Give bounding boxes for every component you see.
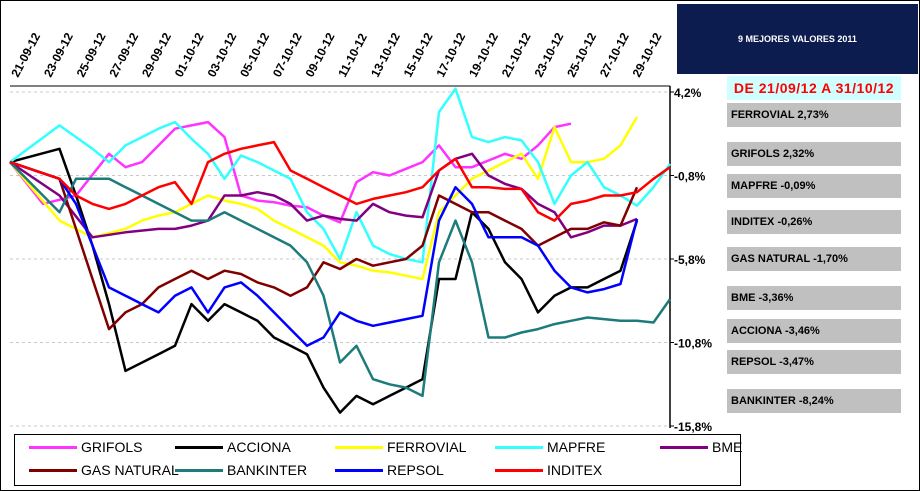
- legend-swatch: [660, 445, 708, 449]
- y-tick-label: -15,8%: [674, 420, 712, 434]
- stat-inditex: INDITEX -0,26%: [727, 210, 901, 234]
- x-tick-label: 11-10-12: [335, 31, 370, 80]
- legend-swatch: [175, 468, 223, 472]
- stat-repsol: REPSOL -3,47%: [727, 350, 901, 374]
- stat-bankinter: BANKINTER -8,24%: [727, 389, 901, 413]
- x-tick-label: 27-09-12: [106, 30, 141, 79]
- series-line-repsol: [9, 160, 639, 348]
- legend-swatch: [495, 468, 543, 472]
- series-line-ferrovial: [9, 116, 639, 281]
- legend-swatch: [29, 468, 77, 472]
- x-tick-label: 23-10-12: [531, 30, 566, 79]
- x-tick-label: 23-09-12: [41, 30, 76, 79]
- legend-label: GAS NATURAL: [81, 462, 179, 478]
- legend-swatch: [175, 445, 223, 449]
- x-tick-label: 03-10-12: [204, 30, 239, 79]
- x-tick-label: 21-10-12: [499, 30, 534, 79]
- x-tick-label: 01-10-12: [172, 30, 207, 79]
- legend-label: BANKINTER: [227, 462, 308, 478]
- legend-swatch: [335, 445, 383, 449]
- y-tick-label: -10,8%: [674, 337, 712, 351]
- legend-item-mapfre: MAPFRE: [495, 439, 605, 455]
- stat-ferrovial: FERROVIAL 2,73%: [727, 103, 901, 127]
- legend-label: MAPFRE: [547, 439, 606, 455]
- x-tick-label: 07-10-12: [270, 30, 305, 79]
- stat-grifols: GRIFOLS 2,32%: [727, 142, 901, 166]
- legend-item-gas-natural: GAS NATURAL: [29, 462, 179, 478]
- y-tick-label: -5,8%: [674, 253, 706, 267]
- series-line-mapfre: [9, 87, 672, 264]
- stat-gas-natural: GAS NATURAL -1,70%: [727, 247, 901, 271]
- series-line-bankinter: [9, 161, 672, 398]
- legend-item-ferrovial: FERROVIAL: [335, 439, 466, 455]
- stat-bme: BME -3,36%: [727, 286, 901, 310]
- legend-item-grifols: GRIFOLS: [29, 439, 142, 455]
- legend-label: FERROVIAL: [387, 439, 467, 455]
- x-tick-label: 27-10-12: [597, 30, 632, 79]
- series-line-bme: [9, 152, 638, 239]
- y-tick-label: -0,8%: [674, 170, 706, 184]
- x-tick-label: 05-10-12: [237, 30, 272, 79]
- stat-mapfre: MAPFRE -0,09%: [727, 174, 901, 198]
- date-range: DE 21/09/12 A 31/10/12: [727, 76, 901, 100]
- x-tick-label: 21-09-12: [8, 30, 43, 79]
- legend-label: INDITEX: [547, 462, 603, 478]
- x-tick-label: 17-10-12: [433, 30, 468, 79]
- x-tick-label: 25-10-12: [564, 30, 599, 79]
- x-tick-label: 09-10-12: [303, 30, 338, 79]
- legend-item-inditex: INDITEX: [495, 462, 602, 478]
- legend-item-acciona: ACCIONA: [175, 439, 291, 455]
- legend-item-repsol: REPSOL: [335, 462, 444, 478]
- legend-label: GRIFOLS: [81, 439, 143, 455]
- series-line-inditex: [9, 140, 671, 222]
- legend-item-bme: BME: [660, 439, 742, 455]
- x-tick-label: 25-09-12: [74, 30, 109, 79]
- series-line-acciona: [9, 147, 639, 414]
- legend-item-bankinter: BANKINTER: [175, 462, 307, 478]
- legend-swatch: [335, 468, 383, 472]
- legend: GRIFOLS ACCIONA FERROVIAL MAPFRE BME GAS…: [14, 434, 742, 486]
- legend-label: BME: [712, 439, 743, 455]
- x-tick-label: 13-10-12: [368, 30, 403, 79]
- x-tick-label: 29-10-12: [630, 30, 665, 79]
- chart-title: 9 MEJORES VALORES 2011: [677, 4, 918, 74]
- x-tick-label: 29-09-12: [139, 30, 174, 79]
- x-tick-label: 15-10-12: [401, 30, 436, 79]
- y-tick-label: 4,2%: [674, 86, 702, 100]
- legend-label: REPSOL: [387, 462, 444, 478]
- legend-swatch: [495, 445, 543, 449]
- legend-swatch: [29, 445, 77, 449]
- x-tick-label: 19-10-12: [466, 30, 501, 79]
- stat-acciona: ACCIONA -3,46%: [727, 319, 901, 343]
- legend-label: ACCIONA: [227, 439, 291, 455]
